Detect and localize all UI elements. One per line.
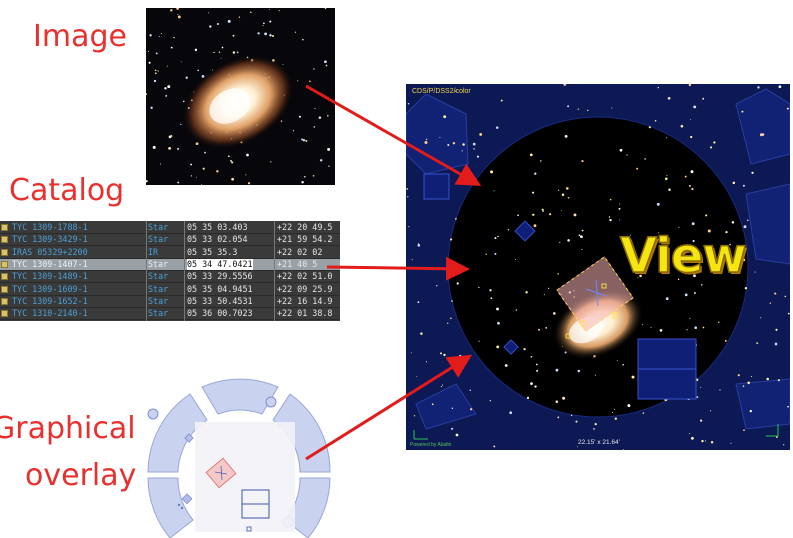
catalog-row[interactable]: IRAS 05329+2200 IR 05 35 35.3 +22 02 02	[0, 247, 340, 259]
catalog-ra: 05 33 50.4531	[187, 295, 253, 306]
catalog-ra: 05 35 35.3	[187, 246, 238, 257]
catalog-type: Star	[148, 234, 169, 245]
row-checkbox[interactable]	[1, 310, 8, 318]
catalog-ra: 05 35 04.9451	[187, 283, 253, 294]
image-thumbnail	[146, 8, 335, 185]
catalog-id: IRAS 05329+2200	[12, 246, 88, 257]
catalog-type: Star	[148, 308, 169, 319]
catalog-id: TYC 1309-1489-1	[12, 271, 88, 282]
graphical-overlay-label-line1: Graphical	[0, 411, 136, 446]
row-checkbox[interactable]	[1, 248, 8, 256]
row-checkbox[interactable]	[1, 236, 8, 244]
image-arrow	[305, 84, 482, 186]
graphical-overlay-label-line2: overlay	[25, 458, 137, 493]
catalog-type: Star	[148, 295, 169, 306]
catalog-ra: 05 34 47.0421	[187, 258, 253, 270]
aladin-view[interactable]: CDS/P/DSS2/color 22.15' x 21.64' Powered…	[406, 84, 790, 450]
image-label: Image	[33, 19, 127, 54]
catalog-id: TYC 1309-1788-1	[12, 222, 88, 232]
catalog-table: TYC 1309-1788-1 Star 05 35 03.403 +22 20 49…	[0, 221, 340, 321]
catalog-id: TYC 1309-3429-1	[12, 234, 88, 245]
catalog-row[interactable]: TYC 1309-3429-1 Star 05 33 02.054 +21 59 54…	[0, 234, 340, 247]
catalog-dec: +21 59 54.2	[277, 234, 333, 245]
catalog-arrow	[326, 256, 470, 281]
catalog-type: Star	[148, 283, 169, 294]
row-checkbox[interactable]	[1, 285, 8, 293]
catalog-row[interactable]: TYC 1309-1609-1 Star 05 35 04.9451 +22 09 2…	[0, 284, 340, 296]
catalog-dec: +22 20 49.5	[277, 222, 333, 232]
row-checkbox[interactable]	[1, 297, 8, 305]
catalog-type: Star	[148, 271, 169, 282]
catalog-dec: +22 02 02	[277, 246, 323, 257]
view-label: View	[619, 228, 747, 284]
catalog-ra: 05 36 00.7023	[187, 308, 253, 319]
catalog-label: Catalog	[9, 173, 125, 208]
catalog-dec: +22 01 38.8	[277, 308, 333, 319]
catalog-ra: 05 33 02.054	[187, 234, 248, 245]
view-survey-label: CDS/P/DSS2/color	[412, 88, 471, 95]
catalog-dec: +22 09 25.9	[277, 283, 333, 294]
row-checkbox[interactable]	[1, 260, 8, 268]
catalog-type: Star	[148, 222, 169, 232]
catalog-dec: +22 16 14.9	[277, 295, 333, 306]
sky-view	[406, 84, 790, 450]
catalog-type: Star	[148, 258, 169, 269]
row-checkbox[interactable]	[1, 224, 8, 231]
catalog-dec: +22 02 51.0	[277, 271, 333, 282]
view-fov-label: 22.15' x 21.64'	[578, 439, 620, 446]
catalog-row[interactable]: TYC 1309-1489-1 Star 05 33 29.5556 +22 02 5…	[0, 271, 340, 284]
catalog-ra: 05 33 29.5556	[187, 271, 253, 282]
catalog-dec: +21 40 5	[277, 258, 318, 269]
catalog-id: TYC 1309-1652-1	[12, 295, 88, 306]
catalog-id: TYC 1309-1609-1	[12, 283, 88, 294]
catalog-type: IR	[148, 246, 159, 257]
catalog-row[interactable]: TYC 1309-1788-1 Star 05 35 03.403 +22 20 49…	[0, 222, 340, 234]
view-credit-label: Powered by Aladin	[410, 442, 452, 448]
catalog-ra: 05 35 03.403	[187, 222, 248, 232]
catalog-row[interactable]: TYC 1309-1652-1 Star 05 33 50.4531 +22 16 1…	[0, 296, 340, 308]
overlay-arrow	[305, 354, 473, 461]
catalog-row[interactable]: TYC 1310-2140-1 Star 05 36 00.7023 +22 01 3…	[0, 308, 340, 321]
nebula-image	[146, 8, 331, 185]
catalog-id: TYC 1309-1407-1	[12, 258, 88, 269]
catalog-id: TYC 1310-2140-1	[12, 308, 88, 319]
catalog-row[interactable]: TYC 1309-1407-1 Star 05 34 47.0421 +21 40 5	[0, 258, 340, 271]
row-checkbox[interactable]	[1, 273, 8, 281]
